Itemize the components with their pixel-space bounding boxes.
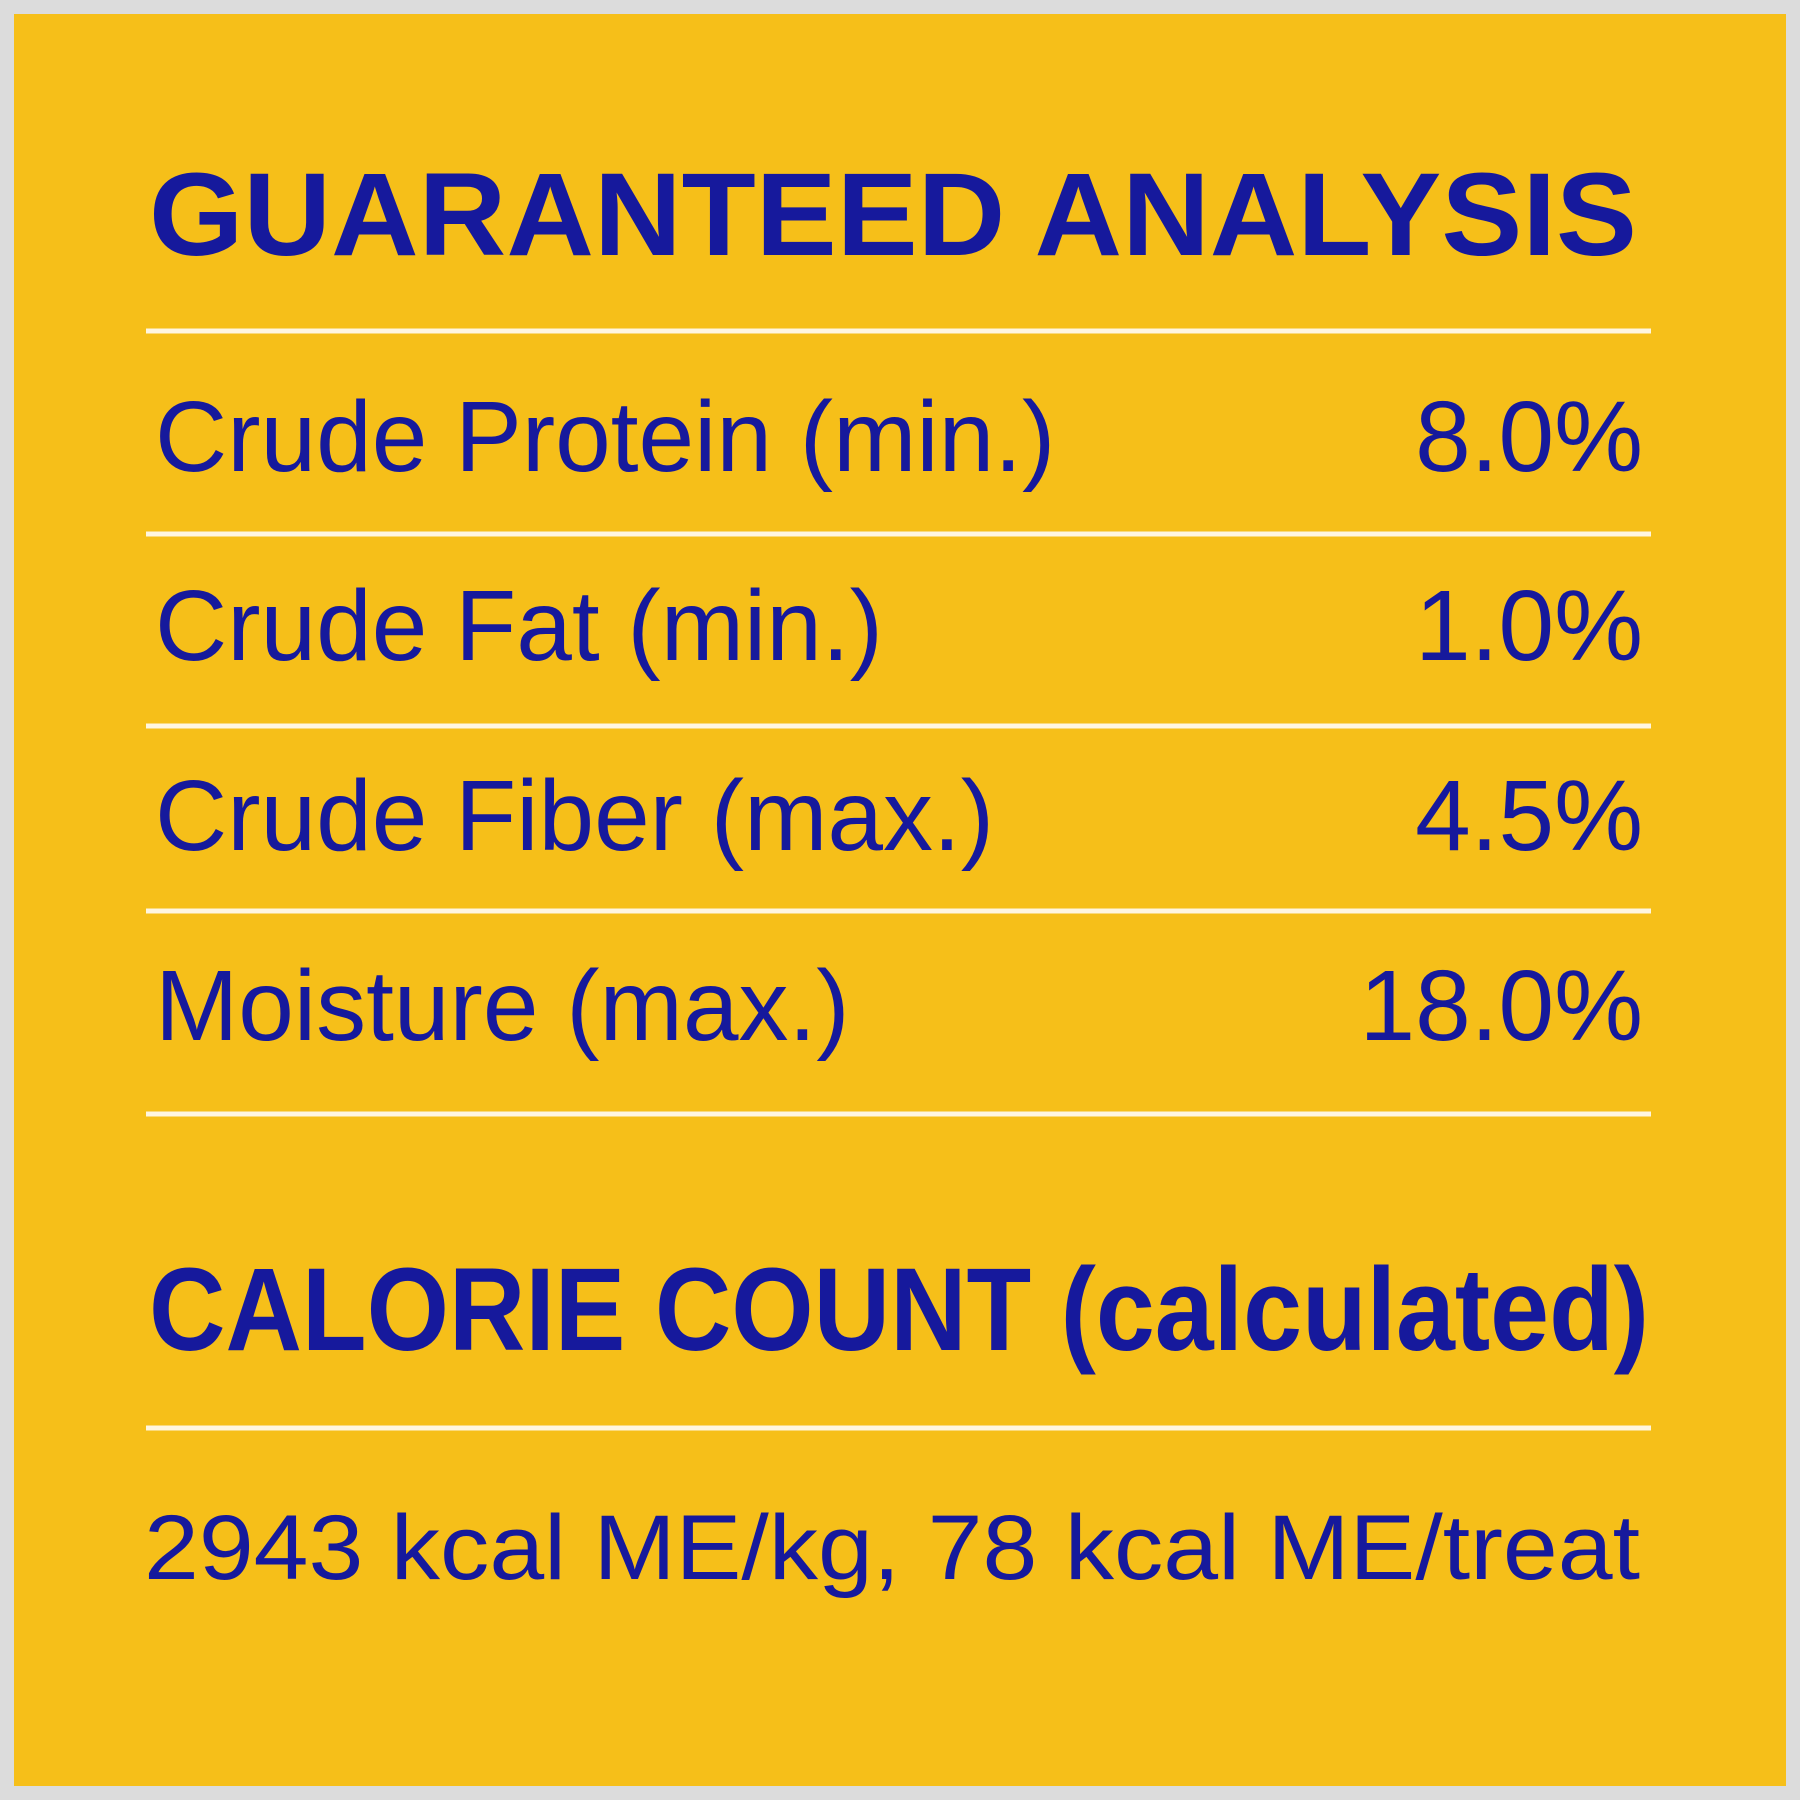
- panel-background: [14, 14, 1786, 1786]
- row-label: Crude Protein (min.): [155, 381, 1055, 493]
- calorie-heading: CALORIE COUNT (calculated): [149, 1244, 1649, 1376]
- row-label: Moisture (max.): [155, 950, 850, 1062]
- row-value: 18.0%: [1359, 950, 1643, 1062]
- row-label: Crude Fat (min.): [155, 570, 883, 682]
- row-value: 1.0%: [1415, 570, 1643, 682]
- row-value: 8.0%: [1415, 381, 1643, 493]
- row-label: Crude Fiber (max.): [155, 760, 994, 872]
- row-value: 4.5%: [1415, 760, 1643, 872]
- calorie-text: 2943 kcal ME/kg, 78 kcal ME/treat: [144, 1497, 1640, 1599]
- title: GUARANTEED ANALYSIS: [149, 149, 1637, 281]
